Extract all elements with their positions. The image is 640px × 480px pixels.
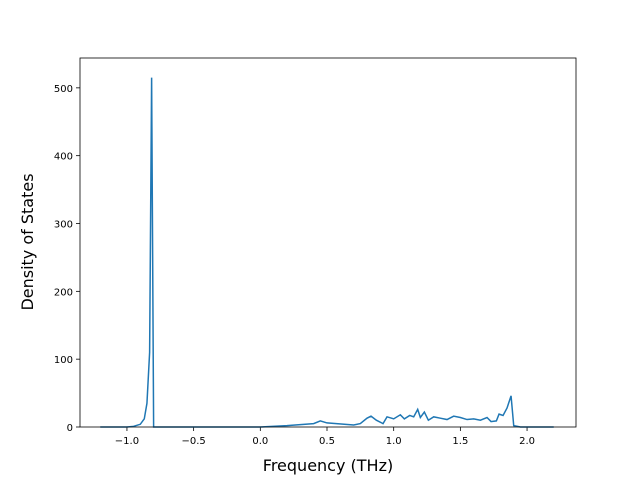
- y-axis-label: Density of States: [18, 173, 37, 310]
- y-tick-label: 300: [54, 220, 73, 231]
- x-tick-label: −0.5: [181, 436, 205, 447]
- x-tick-label: 2.0: [519, 436, 535, 447]
- x-tick-label: −1.0: [115, 436, 139, 447]
- plot-frame: [79, 57, 577, 428]
- line: [100, 77, 554, 428]
- x-tick-label: 1.5: [452, 436, 468, 447]
- x-tick-label: 0.5: [319, 436, 335, 447]
- y-tick-label: 200: [54, 287, 73, 298]
- y-tick-label: 500: [54, 84, 73, 95]
- x-tick-label: 1.0: [386, 436, 402, 447]
- y-tick-label: 0: [67, 423, 73, 434]
- x-tick-label: 0.0: [252, 436, 268, 447]
- y-tick-label: 100: [54, 355, 73, 366]
- y-tick-label: 400: [54, 152, 73, 163]
- x-axis-label: Frequency (THz): [263, 456, 393, 475]
